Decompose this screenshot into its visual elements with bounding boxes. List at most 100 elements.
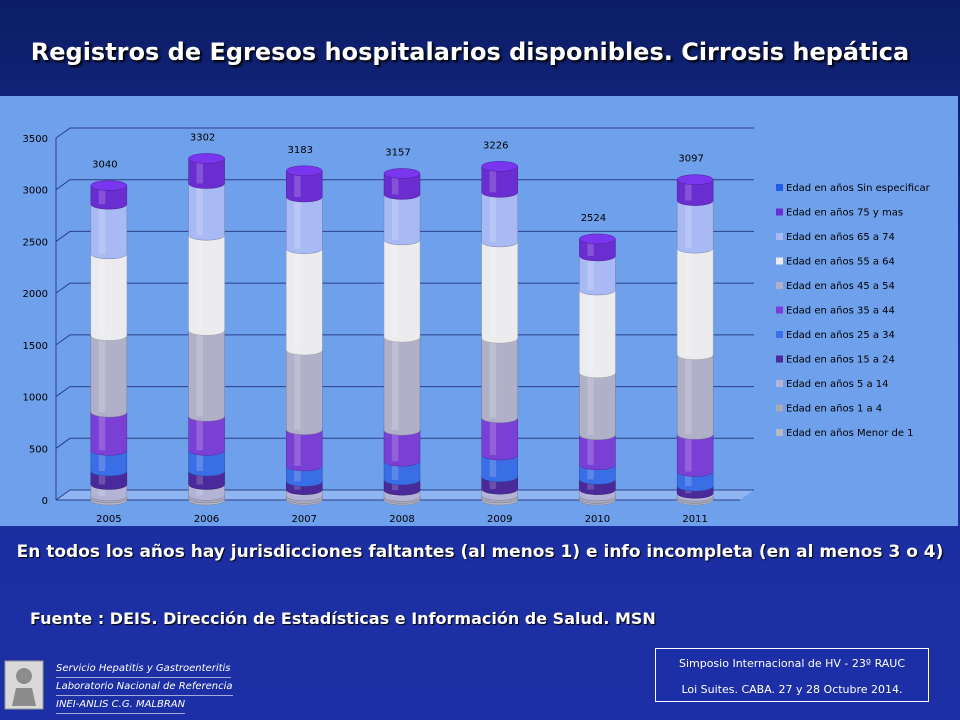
- bar-highlight: [391, 194, 399, 240]
- bar-segment: [579, 289, 616, 379]
- bar-segment: [286, 170, 323, 203]
- bar-highlight: [294, 196, 301, 249]
- bar-highlight: [196, 450, 203, 472]
- bar-segment: [286, 465, 323, 487]
- legend-swatch: [776, 282, 783, 289]
- legend-swatch: [776, 233, 783, 240]
- bar-highlight: [391, 337, 399, 431]
- total-data-label: 3097: [678, 154, 703, 165]
- bar-highlight: [391, 461, 399, 480]
- bar-segment: [90, 470, 128, 490]
- legend-label: Edad en años 25 a 34: [786, 330, 895, 341]
- bar-highlight: [98, 484, 106, 496]
- institution-logo: [4, 660, 44, 710]
- bar-highlight: [685, 471, 692, 487]
- bar-segment: [579, 434, 616, 471]
- institution-line-2: Laboratorio Nacional de Referencia: [56, 678, 233, 696]
- bar-highlight: [294, 350, 301, 430]
- gridline: [55, 437, 754, 449]
- bar-top-cap: [383, 168, 421, 179]
- bar-highlight: [196, 183, 203, 236]
- bar-segment: [481, 166, 518, 198]
- bar-highlight: [489, 417, 497, 456]
- gridline: [55, 230, 754, 242]
- bar-highlight: [587, 255, 594, 291]
- bar-highlight: [196, 330, 203, 417]
- bar-highlight: [685, 179, 692, 201]
- legend-label: Edad en años 15 a 24: [786, 355, 895, 366]
- bar-segment: [383, 336, 421, 436]
- bar-segment: [188, 470, 225, 490]
- bar-highlight: [685, 200, 692, 249]
- bar-highlight: [98, 471, 106, 485]
- bar-segment: [383, 173, 421, 200]
- bar-highlight: [587, 290, 594, 373]
- institution-block: Servicio Hepatitis y Gastroenteritis Lab…: [56, 660, 233, 714]
- bar-segment: [188, 158, 225, 189]
- bar-highlight: [391, 173, 399, 195]
- bar-top-cap: [676, 174, 714, 185]
- bar-highlight: [294, 429, 301, 466]
- legend-swatch: [776, 404, 783, 412]
- bar-segment: [676, 471, 714, 492]
- legend-swatch: [776, 257, 783, 265]
- total-data-label: 2524: [581, 213, 606, 224]
- legend-label: Edad en años Sin especificar: [786, 183, 931, 194]
- bar-highlight: [196, 484, 203, 496]
- chart-svg: 0 500 1000 1500 2000 2500 3000 3500 3040 2005 3302…: [23, 127, 931, 525]
- bar-highlight: [685, 248, 692, 355]
- bar-segment: [188, 183, 225, 241]
- total-data-label: 3183: [288, 145, 313, 156]
- bar-segment: [481, 454, 518, 482]
- x-tick-label: 2008: [389, 514, 414, 525]
- gridline: [55, 127, 754, 139]
- bar-highlight: [196, 235, 203, 331]
- bar-segment: [383, 429, 421, 467]
- bar-segment: [383, 194, 421, 246]
- bar-segment: [188, 450, 225, 477]
- bar-segment: [286, 349, 323, 435]
- gridline: [55, 489, 754, 501]
- x-tick-label: 2005: [96, 514, 121, 525]
- gridline: [55, 334, 754, 346]
- bar-segment: [676, 247, 714, 360]
- legend-swatch: [776, 208, 783, 216]
- legend-swatch: [776, 355, 783, 363]
- bar-highlight: [196, 158, 203, 184]
- y-tick-label: 2500: [23, 237, 48, 248]
- stacked-bar-chart: 0 500 1000 1500 2000 2500 3000 3500 3040 2005 3302…: [0, 96, 958, 526]
- bar-highlight: [294, 465, 301, 482]
- y-tick-label: 3500: [23, 134, 48, 145]
- y-tick-label: 2000: [23, 289, 48, 300]
- bar-highlight: [685, 354, 692, 435]
- legend-label: Edad en años 5 a 14: [786, 379, 889, 390]
- bar-highlight: [98, 335, 106, 413]
- bar-segment: [90, 185, 128, 210]
- bar-segment: [90, 450, 128, 477]
- bar-highlight: [587, 238, 594, 256]
- total-data-label: 3040: [92, 160, 117, 171]
- bar-segment: [188, 415, 225, 456]
- event-line-2: Loi Suites. CABA. 27 y 28 Octubre 2014.: [681, 683, 903, 696]
- bar-segment: [286, 196, 323, 254]
- bar-segment: [481, 417, 518, 461]
- legend-swatch: [776, 429, 783, 436]
- legend-label: Edad en años 65 a 74: [786, 232, 895, 243]
- total-data-label: 3302: [190, 132, 215, 143]
- bar-segment: [90, 411, 128, 456]
- bar-highlight: [391, 430, 399, 462]
- bar-highlight: [587, 464, 594, 480]
- bar-segment: [90, 203, 128, 260]
- page-title: Registros de Egresos hospitalarios dispo…: [30, 38, 910, 66]
- legend-swatch: [776, 184, 783, 191]
- bar-top-cap: [579, 233, 616, 245]
- legend-label: Edad en años 1 a 4: [786, 404, 882, 415]
- bar-segment: [383, 460, 421, 486]
- bar-highlight: [98, 204, 106, 254]
- legend-label: Edad en años 35 a 44: [786, 306, 895, 317]
- y-tick-label: 3000: [23, 186, 48, 197]
- institution-line-1: Servicio Hepatitis y Gastroenteritis: [56, 660, 231, 678]
- x-tick-label: 2010: [585, 514, 610, 525]
- bar-segment: [90, 253, 128, 341]
- bar-segment: [676, 200, 714, 254]
